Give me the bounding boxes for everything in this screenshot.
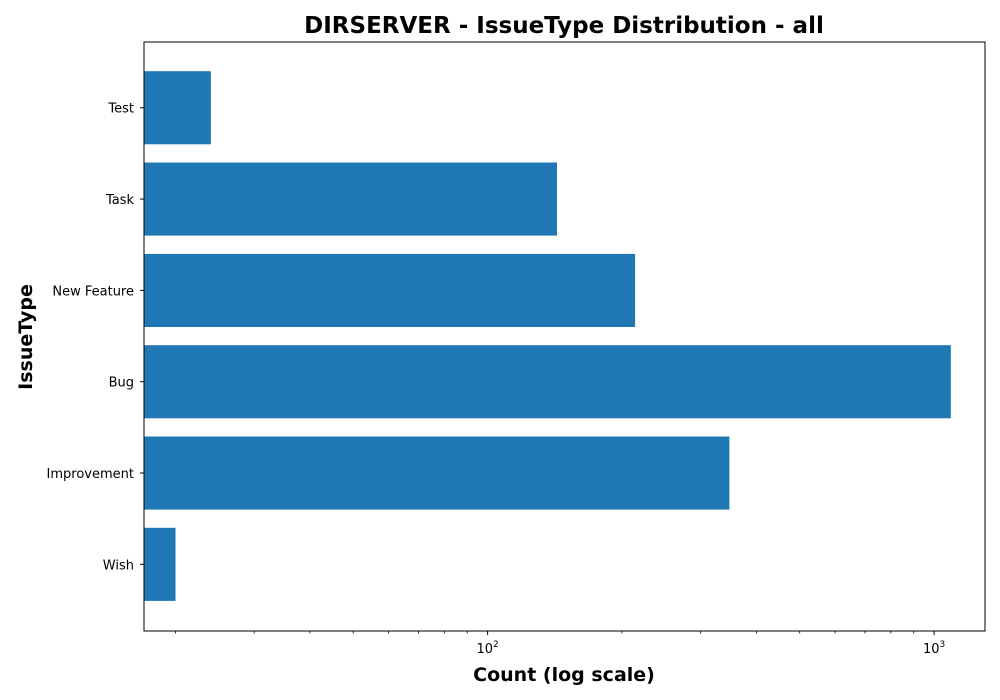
y-tick-label-task: Task: [105, 193, 135, 208]
x-tick-label-1000: 103: [923, 640, 945, 657]
x-axis-label: Count (log scale): [473, 664, 655, 686]
bar-bug: [144, 345, 951, 419]
y-tick-label-improvement: Improvement: [47, 467, 134, 482]
bar-test: [144, 71, 211, 145]
chart-title: DIRSERVER - IssueType Distribution - all: [304, 13, 824, 39]
bar-task: [144, 162, 557, 236]
y-tick-label-test: Test: [107, 102, 134, 117]
y-tick-label-new-feature: New Feature: [52, 284, 134, 299]
plot-frame: [143, 41, 986, 632]
y-tick-label-bug: Bug: [109, 376, 134, 391]
bar-new-feature: [144, 253, 636, 327]
y-ticks-group: Test Task New Feature Bug Improvement Wish: [47, 102, 144, 573]
y-axis-label: IssueType: [15, 284, 37, 390]
y-tick-label-wish: Wish: [103, 558, 134, 573]
x-tick-label-100: 102: [476, 640, 498, 657]
bar-improvement: [144, 436, 730, 510]
x-ticks-group: 102 103: [175, 631, 945, 657]
bar-wish: [144, 527, 176, 601]
bars-group: [144, 71, 951, 601]
